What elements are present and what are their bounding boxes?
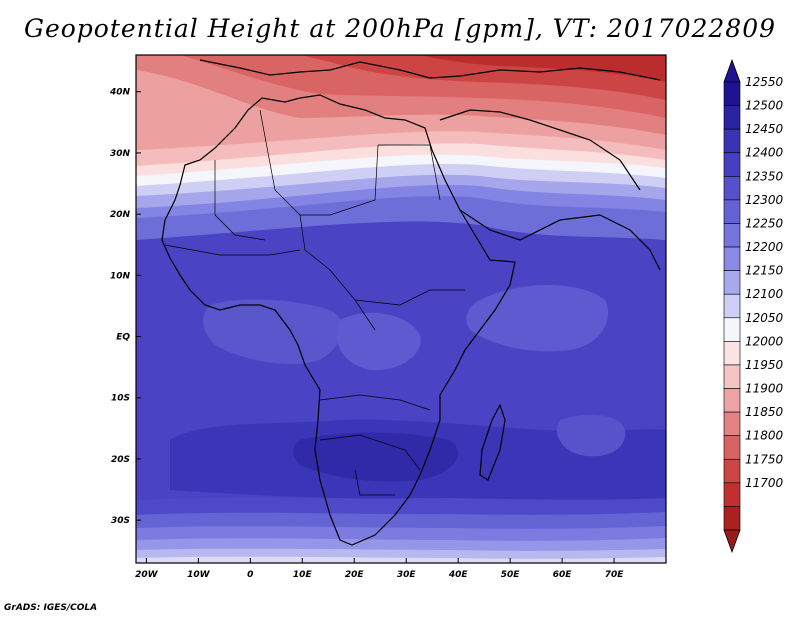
lon-tick-label: 10E: [293, 570, 313, 580]
india-coast: [599, 214, 661, 271]
lon-tick-label: 20E: [345, 570, 365, 580]
colorbar-swatch: [723, 293, 741, 319]
lon-tick-label: 0: [247, 570, 253, 580]
lon-tick-label: 50E: [501, 570, 521, 580]
colorbar-top-triangle: [723, 58, 741, 83]
colorbar-label: 12450: [745, 122, 784, 136]
colorbar-swatch: [723, 458, 741, 484]
colorbar-swatch: [723, 482, 741, 507]
colorbar-label: 11800: [745, 429, 784, 443]
colorbar-label: 11700: [745, 476, 784, 490]
colorbar-label: 11900: [745, 382, 784, 396]
coastlines: [161, 59, 661, 546]
lon-tick-label: 10W: [187, 570, 211, 580]
colorbar-label: 12500: [745, 99, 784, 113]
lat-tick-label: EQ: [116, 333, 130, 343]
contour-field: [136, 55, 666, 563]
lat-tick-label: 40N: [109, 88, 131, 98]
gulf-coast: [459, 209, 601, 241]
colorbar-swatch: [723, 506, 741, 531]
band-11700: [420, 55, 666, 82]
colorbar-label: 12350: [745, 169, 784, 183]
lon-tick-label: 20W: [135, 570, 159, 580]
lat-tick-label: 20S: [111, 455, 130, 465]
colorbar-swatch: [723, 223, 741, 248]
blob-12350-west: [203, 299, 343, 365]
lon-tick-label: 60E: [553, 570, 573, 580]
colorbar-label: 12150: [745, 264, 784, 278]
blob-12350-sio: [556, 414, 626, 457]
lat-tick-label: 10N: [110, 271, 131, 281]
band-12500-south: [293, 432, 459, 482]
north-coast: [199, 59, 661, 81]
colorbar-label: 12550: [745, 75, 784, 89]
colorbar-bottom-triangle: [723, 529, 741, 554]
colorbar-swatch: [723, 364, 741, 389]
blob-12350-east: [466, 285, 609, 352]
colorbar-swatch: [723, 152, 741, 177]
borders: [164, 109, 465, 496]
colorbar-swatch: [723, 435, 741, 460]
colorbar-swatch: [723, 105, 741, 130]
colorbar-label: 11750: [745, 452, 784, 466]
map-frame: [135, 54, 667, 564]
madagascar-outline: [479, 403, 506, 481]
blob-12350-central: [336, 312, 421, 371]
colorbar-label: 11850: [745, 405, 784, 419]
colorbar-swatch: [723, 341, 741, 366]
colorbar-swatch: [723, 388, 741, 413]
axis-ticks: 20W 10W 0 10E 20E 30E 40E 50E 60E 70E 40N 30N 20N 10N…: [109, 88, 624, 580]
colorbar-swatch: [723, 270, 741, 295]
colorbar: 12550 12500 12450 12400 12350 12300 12250 12200…: [723, 58, 784, 554]
colorbar-label: 12300: [745, 193, 784, 207]
colorbar-label: 12400: [745, 146, 784, 160]
colorbar-swatch: [723, 81, 741, 106]
lon-tick-label: 70E: [605, 570, 625, 580]
colorbar-label: 12000: [745, 334, 784, 348]
lat-tick-label: 30N: [110, 149, 131, 159]
colorbar-swatch: [723, 199, 741, 224]
lon-tick-label: 30E: [397, 570, 417, 580]
credit-text: GrADS: IGES/COLA: [4, 603, 98, 613]
arabia-coast: [439, 109, 641, 191]
colorbar-swatch: [723, 317, 741, 342]
colorbar-swatch: [723, 128, 741, 154]
lat-tick-label: 10S: [111, 394, 130, 404]
lon-tick-label: 40E: [448, 570, 469, 580]
colorbar-label: 12100: [745, 287, 784, 301]
colorbar-label: 11950: [745, 358, 784, 372]
colorbar-swatch: [723, 411, 741, 436]
colorbar-label: 12250: [745, 216, 784, 230]
colorbar-swatch: [723, 176, 741, 201]
lat-tick-label: 20N: [110, 210, 131, 220]
colorbar-label: 12050: [745, 311, 784, 325]
lat-tick-label: 30S: [111, 516, 130, 526]
colorbar-label: 12200: [745, 240, 784, 254]
map-title: Geopotential Height at 200hPa [gpm], VT:…: [23, 14, 777, 43]
band-12100-s: [136, 556, 666, 563]
colorbar-swatch: [723, 246, 741, 271]
